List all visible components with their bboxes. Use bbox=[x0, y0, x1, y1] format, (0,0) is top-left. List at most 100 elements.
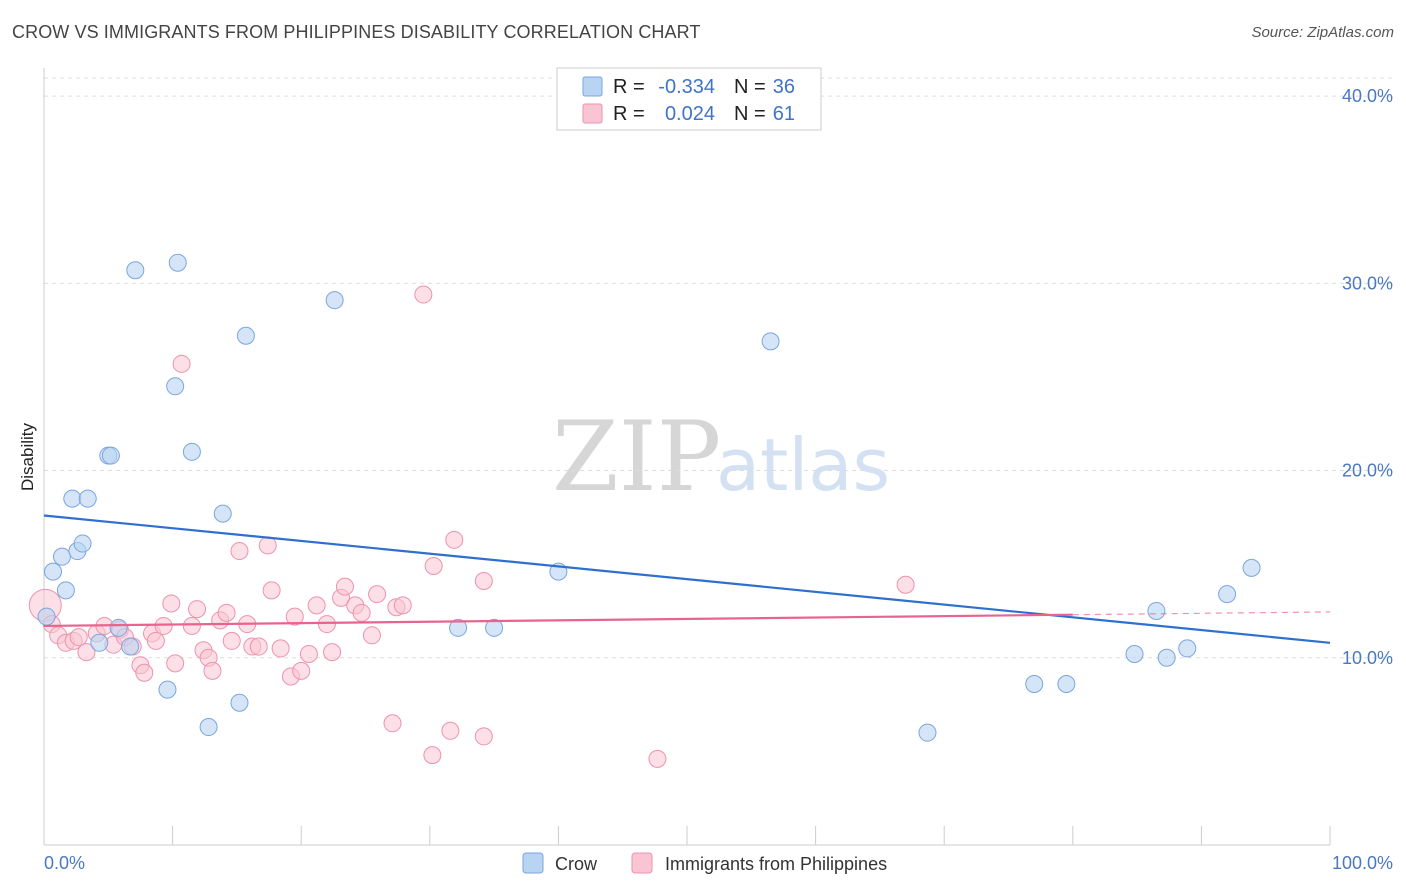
data-point-crow bbox=[168, 253, 187, 272]
trend-line-crow bbox=[43, 514, 1331, 644]
y-tick-labels: 10.0% 20.0% 30.0% 40.0% bbox=[1342, 86, 1393, 668]
watermark-atlas: atlas bbox=[716, 423, 890, 507]
bottom-legend-philippines-label: Immigrants from Philippines bbox=[665, 854, 887, 874]
data-point-philippines bbox=[271, 639, 290, 658]
data-point-philippines bbox=[474, 572, 493, 591]
data-point-crow bbox=[101, 446, 120, 465]
data-point-philippines bbox=[307, 596, 326, 615]
legend-crow-n-value: 36 bbox=[773, 76, 795, 98]
data-point-philippines bbox=[368, 585, 387, 604]
data-point-philippines bbox=[217, 603, 236, 622]
data-point-crow bbox=[1218, 585, 1237, 604]
data-point-philippines bbox=[423, 746, 442, 765]
source-credit: Source: ZipAtlas.com bbox=[1251, 24, 1394, 41]
legend-swatch-philippines bbox=[582, 103, 603, 124]
trend-lines bbox=[43, 514, 1331, 644]
data-point-crow bbox=[1157, 648, 1176, 667]
axes bbox=[43, 68, 1331, 846]
data-point-crow bbox=[1242, 558, 1261, 577]
data-point-crow bbox=[121, 637, 140, 656]
y-axis-label: Disability bbox=[18, 422, 37, 491]
data-point-crow bbox=[1057, 674, 1076, 693]
data-point-philippines bbox=[352, 603, 371, 622]
data-point-crow bbox=[918, 723, 937, 742]
data-point-crow bbox=[213, 504, 232, 523]
data-point-crow bbox=[485, 618, 504, 637]
data-point-crow bbox=[109, 618, 128, 637]
data-point-philippines bbox=[166, 654, 185, 673]
data-point-philippines bbox=[441, 721, 460, 740]
series-philippines-points bbox=[28, 285, 915, 768]
trend-line-philippines-extension bbox=[1072, 611, 1331, 616]
data-point-crow bbox=[236, 326, 255, 345]
data-point-philippines bbox=[146, 631, 165, 650]
data-point-philippines bbox=[285, 607, 304, 626]
legend-crow-r-label: R = bbox=[613, 76, 645, 98]
legend-philippines-r-value: 0.024 bbox=[665, 103, 715, 125]
data-point-philippines bbox=[230, 542, 249, 561]
data-point-crow bbox=[1147, 601, 1166, 620]
data-point-philippines bbox=[393, 596, 412, 615]
data-point-crow bbox=[230, 693, 249, 712]
data-point-crow bbox=[1125, 645, 1144, 664]
data-point-philippines bbox=[474, 727, 493, 746]
data-point-crow bbox=[56, 581, 75, 600]
watermark-zip: ZIP bbox=[552, 401, 721, 513]
series-legend: Crow Immigrants from Philippines bbox=[522, 852, 887, 874]
x-tick-label: 0.0% bbox=[44, 853, 85, 873]
data-point-philippines bbox=[383, 714, 402, 733]
data-point-philippines bbox=[648, 749, 667, 768]
data-point-philippines bbox=[258, 536, 277, 555]
data-point-crow bbox=[73, 534, 92, 553]
data-point-crow bbox=[449, 618, 468, 637]
data-point-crow bbox=[78, 489, 97, 508]
data-point-philippines bbox=[424, 557, 443, 576]
data-point-philippines bbox=[445, 530, 464, 549]
data-point-philippines bbox=[249, 637, 268, 656]
data-point-crow bbox=[761, 332, 780, 351]
data-point-philippines bbox=[896, 575, 915, 594]
data-point-philippines bbox=[292, 661, 311, 680]
data-point-philippines bbox=[203, 661, 222, 680]
y-tick-label: 10.0% bbox=[1342, 648, 1393, 668]
legend-philippines-n-label: N = bbox=[734, 103, 766, 125]
trend-line-philippines bbox=[43, 613, 1073, 628]
data-point-crow bbox=[37, 607, 56, 626]
x-tick-label: 100.0% bbox=[1332, 853, 1393, 873]
chart-title: CROW VS IMMIGRANTS FROM PHILIPPINES DISA… bbox=[12, 22, 701, 42]
bottom-legend-swatch-philippines bbox=[631, 852, 653, 874]
bottom-legend-crow-label: Crow bbox=[555, 854, 598, 874]
data-point-philippines bbox=[299, 645, 318, 664]
data-point-philippines bbox=[188, 600, 207, 619]
data-point-crow bbox=[158, 680, 177, 699]
data-point-crow bbox=[199, 718, 218, 737]
data-point-philippines bbox=[77, 643, 96, 662]
bottom-legend-swatch-crow bbox=[522, 852, 544, 874]
data-point-crow bbox=[1178, 639, 1197, 658]
data-point-philippines bbox=[154, 616, 173, 635]
legend-philippines-n-value: 61 bbox=[773, 103, 795, 125]
data-point-philippines bbox=[222, 631, 241, 650]
legend-crow-r-value: -0.334 bbox=[658, 76, 715, 98]
data-point-crow bbox=[90, 633, 109, 652]
stats-legend: R = -0.334 N = 36 R = 0.024 N = 61 bbox=[556, 67, 822, 131]
data-point-philippines bbox=[69, 628, 88, 647]
y-tick-label: 40.0% bbox=[1342, 86, 1393, 106]
data-point-crow bbox=[44, 562, 63, 581]
y-tick-label: 30.0% bbox=[1342, 273, 1393, 293]
x-tick-labels: 0.0% 100.0% bbox=[44, 853, 1393, 873]
data-point-philippines bbox=[135, 663, 154, 682]
data-point-philippines bbox=[414, 285, 433, 304]
data-point-crow bbox=[325, 291, 344, 310]
data-point-crow bbox=[63, 489, 82, 508]
legend-swatch-crow bbox=[582, 76, 603, 97]
data-point-philippines bbox=[262, 581, 281, 600]
data-point-crow bbox=[166, 377, 185, 396]
data-point-philippines bbox=[172, 354, 191, 373]
data-point-philippines bbox=[335, 577, 354, 596]
data-point-philippines bbox=[323, 643, 342, 662]
data-point-crow bbox=[182, 442, 201, 461]
data-point-philippines bbox=[182, 616, 201, 635]
y-tick-label: 20.0% bbox=[1342, 461, 1393, 481]
